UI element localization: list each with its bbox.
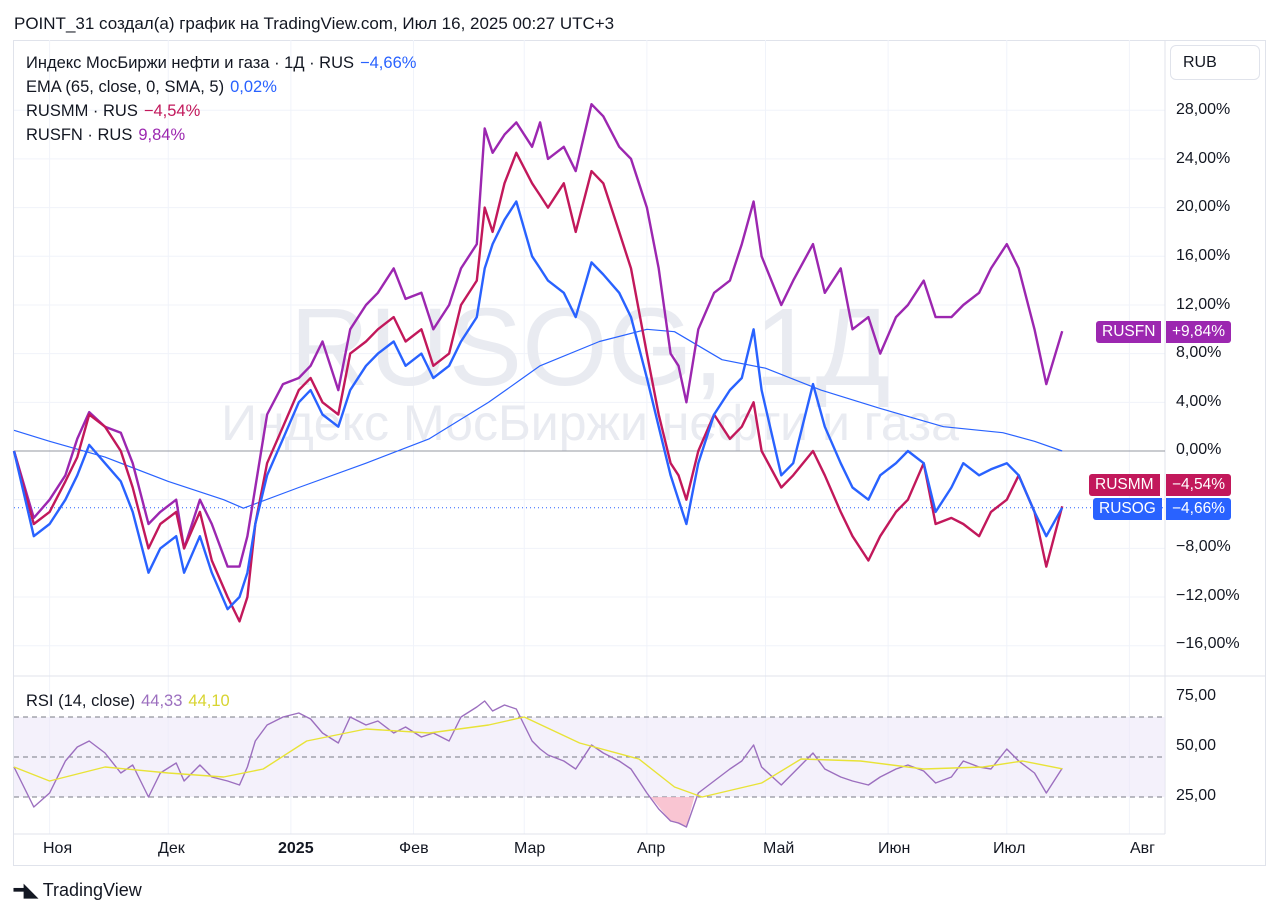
y-tick: 0,00% — [1176, 441, 1222, 458]
rsi-line — [13, 700, 1063, 828]
series-line-rusfn — [12, 102, 1064, 568]
rsi-legend-label: RSI (14, close) — [26, 692, 136, 710]
tradingview-logo[interactable]: ━◣ TradingView — [14, 880, 142, 901]
watermark-name: Индекс МосБиржи нефти и газа — [221, 395, 959, 451]
legend-value: 0,02% — [230, 78, 277, 96]
rsi-y-tick: 50,00 — [1176, 737, 1217, 754]
y-tick: 20,00% — [1176, 198, 1231, 215]
x-tick: Фев — [399, 840, 429, 857]
rsi-oversold-fill — [650, 797, 695, 827]
x-tick: Дек — [158, 840, 185, 857]
x-tick: Ноя — [43, 840, 73, 857]
y-tick: 12,00% — [1176, 296, 1231, 313]
legend-value: −4,54% — [143, 102, 201, 120]
x-tick: Июн — [878, 840, 911, 857]
legend-rusmm[interactable]: RUSMM · RUS −4,54% — [26, 102, 200, 121]
y-tick: −8,00% — [1176, 538, 1231, 555]
price-tag-name: RUSMM — [1089, 474, 1160, 496]
rsi-ma-legend-value: 44,10 — [188, 692, 230, 710]
y-tick: 28,00% — [1176, 101, 1231, 118]
price-tag-value: −4,66% — [1166, 498, 1232, 520]
y-tick: −12,00% — [1176, 587, 1240, 604]
series-line-rusmm — [12, 151, 1064, 623]
legend-value: 9,84% — [138, 126, 186, 144]
legend-label: Индекс МосБиржи нефти и газа · 1Д · RUS — [26, 54, 354, 72]
rsi-ma-line — [13, 716, 1063, 798]
legend-rusog[interactable]: Индекс МосБиржи нефти и газа · 1Д · RUS −… — [26, 54, 416, 73]
x-tick: Мар — [514, 840, 546, 857]
x-tick: Апр — [637, 840, 666, 857]
tradingview-logo-text: TradingView — [42, 880, 142, 900]
price-tag-name: RUSFN — [1096, 321, 1162, 343]
series-line-rusog — [12, 200, 1064, 611]
legend-label: EMA (65, close, 0, SMA, 5) — [26, 78, 225, 96]
y-tick: −16,00% — [1176, 635, 1240, 652]
y-tick: 4,00% — [1176, 393, 1222, 410]
legend-rusfn[interactable]: RUSFN · RUS 9,84% — [26, 126, 185, 145]
y-tick: 16,00% — [1176, 247, 1231, 264]
price-tag-name: RUSOG — [1093, 498, 1162, 520]
chart-header: POINT_31 создал(а) график на TradingView… — [14, 14, 615, 33]
currency-button[interactable]: RUB — [1170, 45, 1260, 80]
watermark-symbol: RUSOG, 1Д — [290, 286, 890, 409]
rsi-legend[interactable]: RSI (14, close) 44,33 44,10 — [26, 692, 230, 711]
tradingview-logo-icon: ━◣ — [14, 880, 38, 900]
ema-line — [13, 328, 1063, 509]
x-tick: Май — [763, 840, 795, 857]
legend-label: RUSMM · RUS — [26, 102, 138, 120]
x-tick: Июл — [993, 840, 1026, 857]
price-tag-value: +9,84% — [1166, 321, 1232, 343]
rsi-y-tick: 75,00 — [1176, 687, 1217, 704]
rsi-y-tick: 25,00 — [1176, 787, 1217, 804]
y-tick: 24,00% — [1176, 150, 1231, 167]
price-tag-value: −4,54% — [1166, 474, 1232, 496]
legend-ema[interactable]: EMA (65, close, 0, SMA, 5) 0,02% — [26, 78, 277, 97]
legend-value: −4,66% — [360, 54, 417, 72]
x-tick: 2025 — [278, 840, 314, 857]
rsi-legend-value: 44,33 — [141, 692, 183, 710]
y-tick: 8,00% — [1176, 344, 1222, 361]
legend-label: RUSFN · RUS — [26, 126, 133, 144]
x-tick: Авг — [1130, 840, 1156, 857]
